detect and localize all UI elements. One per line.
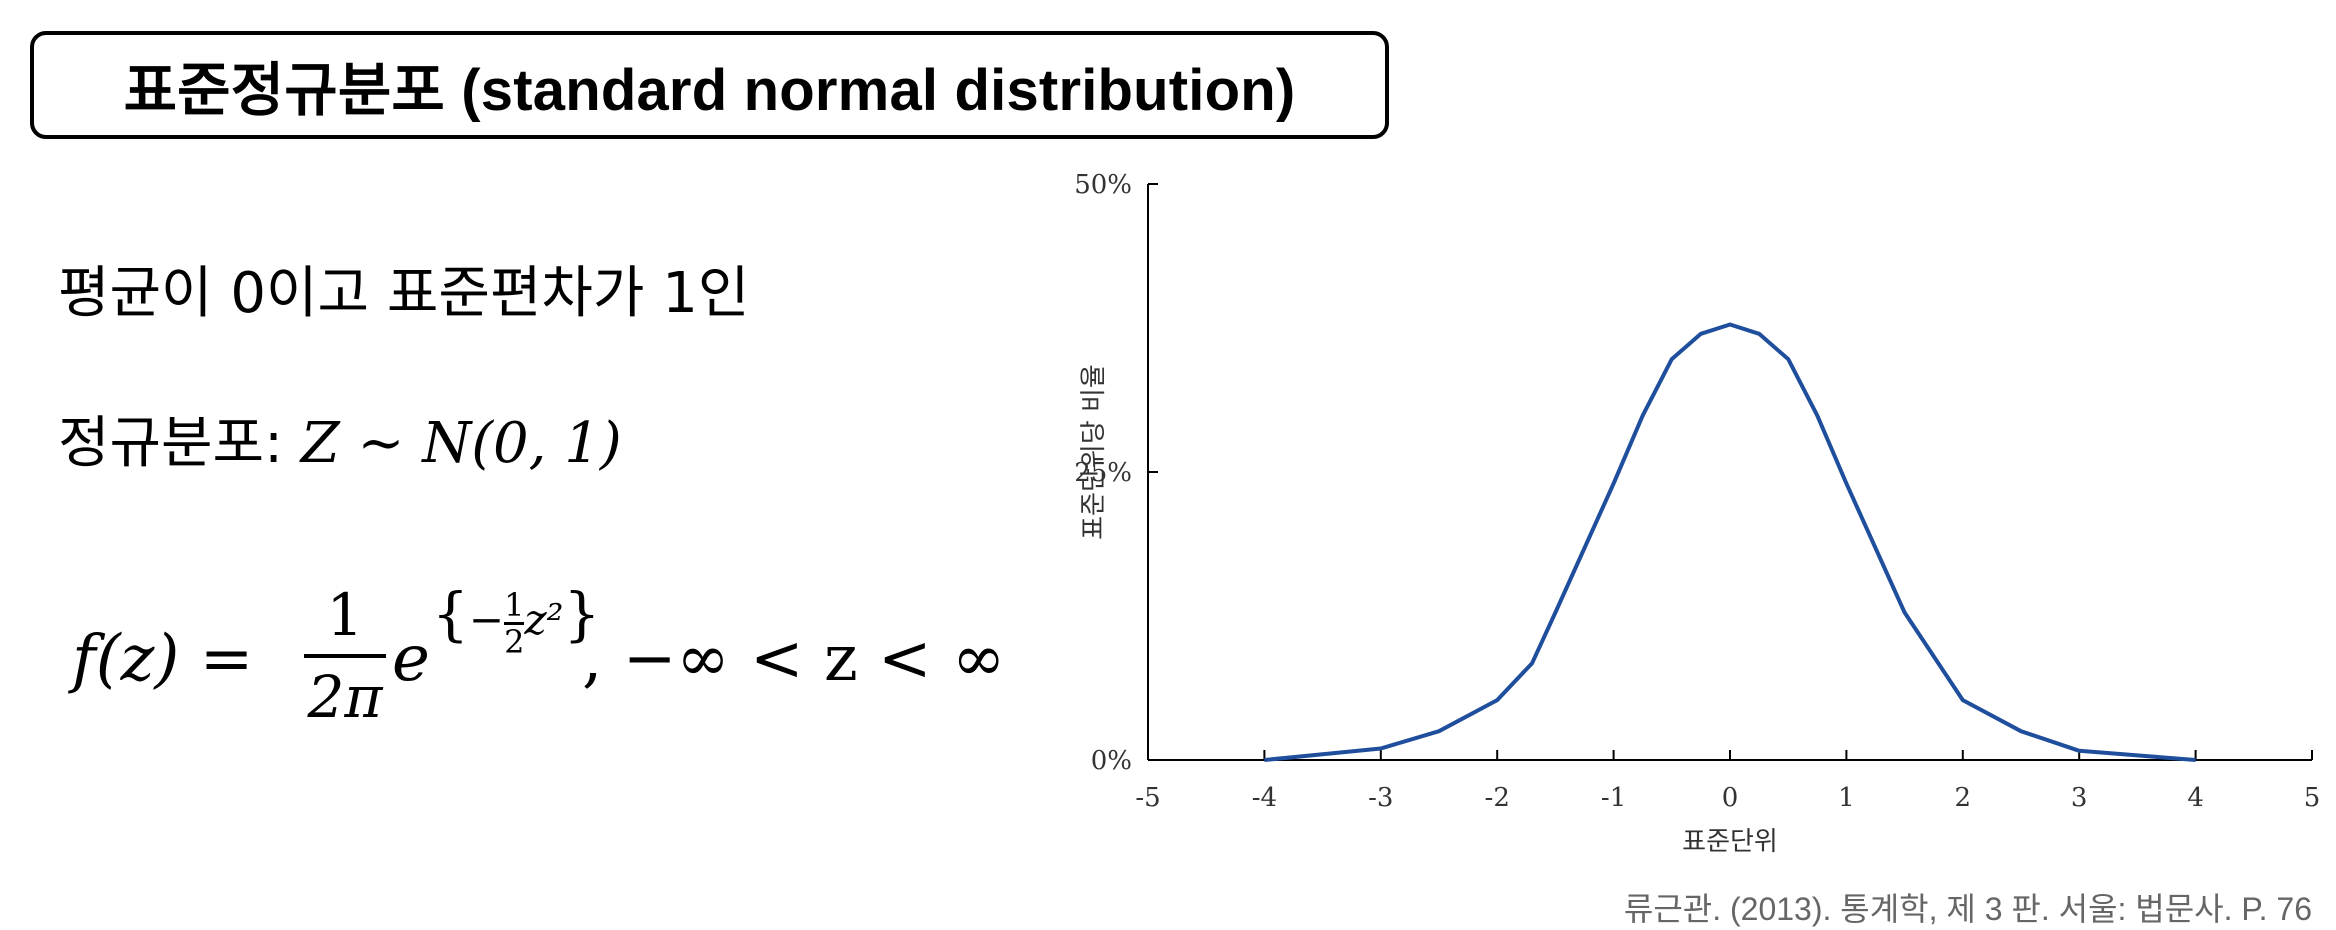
y-tick-label: 50% <box>1074 170 1132 200</box>
normal-curve-chart: 0% 25% 50% -5 -4 -3 -2 -1 0 1 2 3 4 5 표준단위 표준단위당 비율 <box>1074 170 2321 857</box>
distribution-notation: 정규분포: Z ~ N(0, 1) <box>58 398 622 479</box>
pdf-formula: f(z) = 1 2π e {−1 2z²} , −∞ < z < ∞ <box>72 580 1012 740</box>
title-box: 표준정규분포 (standard normal distribution) <box>30 31 1389 139</box>
x-tick-label: 3 <box>2071 783 2088 813</box>
fraction-bar <box>304 654 386 658</box>
x-tick-label: 4 <box>2187 783 2204 813</box>
normal-density-curve <box>1264 322 2196 762</box>
formula-fraction: 1 2π <box>304 580 386 732</box>
formula-exponent: {−1 2z²} <box>432 580 601 661</box>
x-tick-label: -2 <box>1485 783 1510 813</box>
fraction-denominator: 2π <box>307 663 383 731</box>
x-tick-label: 1 <box>1838 783 1855 813</box>
formula-base: e <box>392 622 430 696</box>
x-tick-label: -3 <box>1368 783 1393 813</box>
y-tick-label: 0% <box>1091 746 1132 776</box>
exponent-fraction-num: 1 <box>504 585 525 624</box>
definition-text: 평균이 0이고 표준편차가 1인 <box>58 261 750 326</box>
source-citation: 류근관. (2013). 통계학, 제 3 판. 서울: 법문사. P. 76 <box>1623 891 2312 927</box>
slide-title: 표준정규분포 (standard normal distribution) <box>123 58 1296 123</box>
exponent-variable: z² <box>524 595 564 644</box>
x-tick-label: 2 <box>1955 783 1972 813</box>
x-tick-label: -4 <box>1252 783 1277 813</box>
formula-domain: , −∞ < z < ∞ <box>582 622 1006 696</box>
y-tick-label: 25% <box>1074 458 1132 488</box>
x-tick-label: 0 <box>1722 783 1739 813</box>
distribution-formula: Z ~ N(0, 1) <box>300 411 622 476</box>
distribution-label: 정규분포: <box>58 411 283 476</box>
fraction-numerator: 1 <box>326 581 364 649</box>
exponent-minus: − <box>468 595 505 644</box>
x-tick-label: -1 <box>1601 783 1626 813</box>
y-axis-label: 표준단위당 비율 <box>1079 364 1109 540</box>
exponent-fraction-den: 2 <box>504 622 525 661</box>
x-tick-label: -5 <box>1135 783 1160 813</box>
x-axis-label: 표준단위 <box>1682 827 1778 857</box>
formula-lhs: f(z) = <box>72 622 254 696</box>
x-tick-label: 5 <box>2304 783 2321 813</box>
